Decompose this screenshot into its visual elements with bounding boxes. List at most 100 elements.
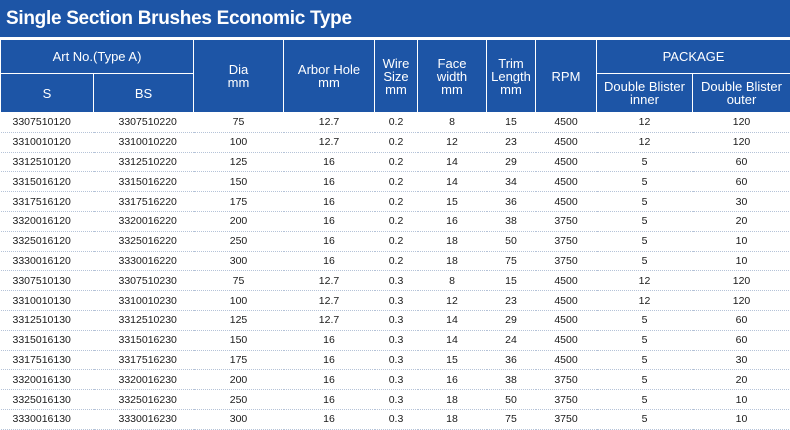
outer-cell: 10: [693, 251, 790, 271]
s-cell: 3320016120: [1, 211, 94, 231]
s-cell: 3312510120: [1, 152, 94, 172]
outer-cell: 10: [693, 409, 790, 429]
rpm-cell: 4500: [536, 113, 597, 133]
rpm-cell: 3750: [536, 370, 597, 390]
arbor-cell: 16: [284, 370, 375, 390]
face-cell: 8: [418, 113, 487, 133]
trim-cell: 75: [487, 251, 536, 271]
inner-cell: 5: [597, 409, 693, 429]
trim-cell: 24: [487, 330, 536, 350]
face-cell: 12: [418, 291, 487, 311]
rpm-cell: 3750: [536, 251, 597, 271]
s-cell: 3312510130: [1, 310, 94, 330]
rpm-cell: 4500: [536, 291, 597, 311]
s-cell: 3330016130: [1, 409, 94, 429]
face-cell: 14: [418, 152, 487, 172]
trim-cell: 23: [487, 291, 536, 311]
dia-cell: 300: [194, 251, 284, 271]
face-cell: 16: [418, 370, 487, 390]
bs-cell: 3312510220: [94, 152, 194, 172]
trim-cell: 29: [487, 152, 536, 172]
face-cell: 18: [418, 231, 487, 251]
arbor-cell: 16: [284, 350, 375, 370]
face-cell: 14: [418, 172, 487, 192]
wire-cell: 0.3: [375, 291, 418, 311]
bs-cell: 3315016220: [94, 172, 194, 192]
dia-cell: 200: [194, 211, 284, 231]
inner-cell: 5: [597, 330, 693, 350]
bs-header: BS: [94, 74, 194, 113]
dia-cell: 125: [194, 310, 284, 330]
dia-cell: 250: [194, 231, 284, 251]
arbor-cell: 16: [284, 409, 375, 429]
wire-cell: 0.2: [375, 192, 418, 212]
bs-cell: 3315016230: [94, 330, 194, 350]
trim-cell: 38: [487, 211, 536, 231]
inner-cell: 5: [597, 350, 693, 370]
inner-cell: 5: [597, 231, 693, 251]
trim-cell: 15: [487, 271, 536, 291]
s-cell: 3325016120: [1, 231, 94, 251]
arbor-cell: 12.7: [284, 271, 375, 291]
dia-cell: 175: [194, 192, 284, 212]
rpm-cell: 3750: [536, 390, 597, 410]
s-cell: 3320016130: [1, 370, 94, 390]
trim-cell: 38: [487, 370, 536, 390]
bs-cell: 3310010220: [94, 132, 194, 152]
bs-cell: 3330016230: [94, 409, 194, 429]
face-cell: 16: [418, 211, 487, 231]
outer-cell: 60: [693, 152, 790, 172]
s-cell: 3307510130: [1, 271, 94, 291]
face-cell: 15: [418, 192, 487, 212]
outer-cell: 120: [693, 271, 790, 291]
wire-cell: 0.3: [375, 409, 418, 429]
trim-cell: 75: [487, 409, 536, 429]
bs-cell: 3330016220: [94, 251, 194, 271]
rpm-cell: 3750: [536, 409, 597, 429]
trim-cell: 29: [487, 310, 536, 330]
bs-cell: 3307510230: [94, 271, 194, 291]
inner-cell: 12: [597, 291, 693, 311]
s-cell: 3310010120: [1, 132, 94, 152]
dia-cell: 150: [194, 172, 284, 192]
inner-cell: 5: [597, 390, 693, 410]
s-cell: 3317516120: [1, 192, 94, 212]
rpm-cell: 4500: [536, 271, 597, 291]
wire-cell: 0.2: [375, 132, 418, 152]
s-cell: 3315016130: [1, 330, 94, 350]
outer-cell: 10: [693, 231, 790, 251]
wire-cell: 0.2: [375, 211, 418, 231]
arbor-cell: 16: [284, 192, 375, 212]
outer-cell: 20: [693, 211, 790, 231]
arbor-cell: 12.7: [284, 132, 375, 152]
face-cell: 18: [418, 390, 487, 410]
trim-cell: 36: [487, 350, 536, 370]
rpm-cell: 4500: [536, 132, 597, 152]
dia-cell: 150: [194, 330, 284, 350]
outer-cell: 120: [693, 132, 790, 152]
face-cell: 12: [418, 132, 487, 152]
outer-cell: 30: [693, 350, 790, 370]
inner-cell: 5: [597, 172, 693, 192]
arbor-cell: 12.7: [284, 310, 375, 330]
inner-cell: 5: [597, 370, 693, 390]
wire-cell: 0.3: [375, 271, 418, 291]
trim-cell: 50: [487, 231, 536, 251]
face-cell: 15: [418, 350, 487, 370]
wire-cell: 0.2: [375, 251, 418, 271]
outer-cell: 120: [693, 291, 790, 311]
